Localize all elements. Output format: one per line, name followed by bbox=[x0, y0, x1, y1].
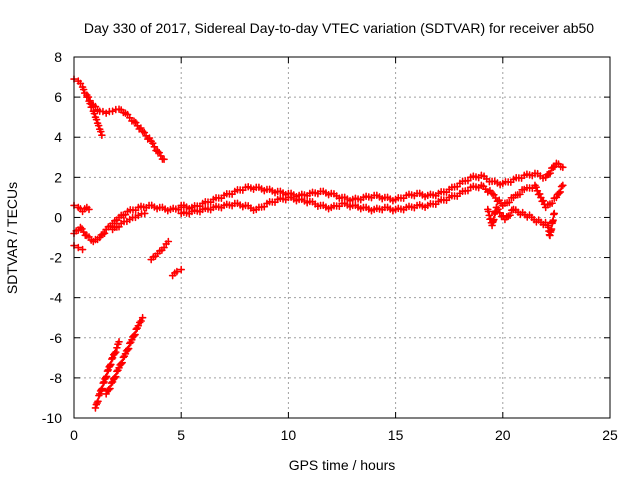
data-point bbox=[108, 354, 117, 362]
data-point bbox=[177, 265, 185, 274]
data-point bbox=[506, 211, 514, 220]
chart-title: Day 330 of 2017, Sidereal Day-to-day VTE… bbox=[84, 20, 594, 36]
grid-lines bbox=[74, 57, 610, 418]
data-point bbox=[115, 364, 123, 372]
data-point bbox=[505, 198, 514, 207]
data-point bbox=[173, 267, 181, 276]
y-tick-label: -10 bbox=[42, 410, 62, 426]
series-late-dips bbox=[483, 203, 559, 240]
data-point bbox=[94, 397, 102, 406]
data-point bbox=[74, 243, 83, 252]
x-tick-label: 5 bbox=[177, 427, 185, 443]
data-point bbox=[110, 374, 119, 382]
data-point bbox=[97, 127, 105, 136]
data-point bbox=[108, 378, 117, 386]
series-negative-low bbox=[168, 265, 185, 280]
data-point bbox=[164, 237, 173, 246]
series-main-band-upper bbox=[177, 159, 567, 213]
y-tick-label: -6 bbox=[50, 330, 63, 346]
data-point bbox=[95, 390, 104, 398]
x-tick-label: 20 bbox=[495, 427, 511, 443]
data-point bbox=[130, 331, 138, 340]
y-tick-label: 8 bbox=[54, 49, 62, 65]
data-point bbox=[140, 209, 149, 218]
data-point bbox=[131, 330, 139, 339]
data-point bbox=[148, 139, 157, 147]
data-point bbox=[550, 209, 559, 218]
y-tick-label: -4 bbox=[50, 290, 63, 306]
series-main-band-lower bbox=[177, 181, 567, 218]
data-point bbox=[532, 183, 540, 192]
data-point bbox=[78, 245, 87, 254]
plot-frame bbox=[73, 56, 611, 419]
y-tick-label: 2 bbox=[54, 169, 62, 185]
data-point bbox=[94, 121, 103, 130]
data-point bbox=[85, 205, 93, 214]
data-point bbox=[107, 360, 115, 369]
data-points bbox=[70, 75, 567, 412]
data-point bbox=[535, 190, 544, 198]
x-tick-label: 10 bbox=[281, 427, 297, 443]
data-point bbox=[100, 229, 109, 238]
data-point bbox=[86, 96, 94, 105]
data-point bbox=[128, 335, 136, 344]
data-point bbox=[557, 182, 566, 191]
y-tick-label: -2 bbox=[50, 250, 63, 266]
series-steep-rise-b bbox=[102, 313, 147, 398]
y-tick-label: 0 bbox=[54, 209, 62, 225]
data-point bbox=[121, 350, 130, 358]
series-negative-segments bbox=[108, 209, 149, 234]
data-point bbox=[118, 358, 127, 367]
series-negative-mid bbox=[147, 237, 173, 264]
data-point bbox=[104, 366, 113, 374]
data-point bbox=[106, 384, 114, 393]
data-point bbox=[113, 344, 121, 352]
data-point bbox=[124, 344, 133, 353]
x-tick-label: 15 bbox=[388, 427, 404, 443]
axes-ticks: 0 5 10 15 20 25 -10 -8 -6 -4 -2 0 2 4 6 8 bbox=[42, 49, 618, 443]
y-axis-label: SDTVAR / TECUs bbox=[4, 182, 20, 294]
data-point bbox=[548, 199, 556, 207]
data-point bbox=[123, 345, 132, 354]
data-point bbox=[91, 404, 100, 412]
series-upper-descending bbox=[70, 75, 106, 140]
x-axis-label: GPS time / hours bbox=[289, 457, 396, 473]
data-point bbox=[539, 196, 548, 205]
data-point bbox=[559, 181, 567, 190]
x-tick-label: 0 bbox=[70, 427, 78, 443]
data-point bbox=[138, 313, 147, 322]
data-point bbox=[90, 109, 99, 118]
data-point bbox=[115, 337, 123, 346]
data-point bbox=[79, 85, 88, 94]
data-point bbox=[92, 115, 101, 124]
series-steep-rise-a bbox=[91, 337, 123, 412]
data-point bbox=[516, 190, 524, 199]
data-point bbox=[84, 93, 93, 101]
data-point bbox=[112, 348, 120, 356]
data-point bbox=[490, 215, 498, 224]
data-point bbox=[549, 216, 557, 224]
y-tick-label: 6 bbox=[54, 89, 62, 105]
data-point bbox=[117, 359, 125, 368]
y-tick-label: -8 bbox=[50, 370, 63, 386]
data-point bbox=[100, 378, 108, 386]
data-point bbox=[559, 163, 567, 172]
data-point bbox=[98, 384, 107, 393]
x-tick-label: 25 bbox=[602, 427, 618, 443]
data-point bbox=[150, 143, 159, 151]
data-point bbox=[160, 155, 168, 164]
data-point bbox=[98, 131, 106, 140]
data-point bbox=[546, 169, 555, 177]
data-point bbox=[102, 372, 111, 381]
data-point bbox=[112, 372, 120, 381]
data-point bbox=[556, 188, 565, 196]
data-point bbox=[547, 225, 556, 233]
y-tick-label: 4 bbox=[54, 129, 62, 145]
series-short-negative-early bbox=[70, 241, 87, 254]
series-upper-hump bbox=[83, 91, 168, 164]
